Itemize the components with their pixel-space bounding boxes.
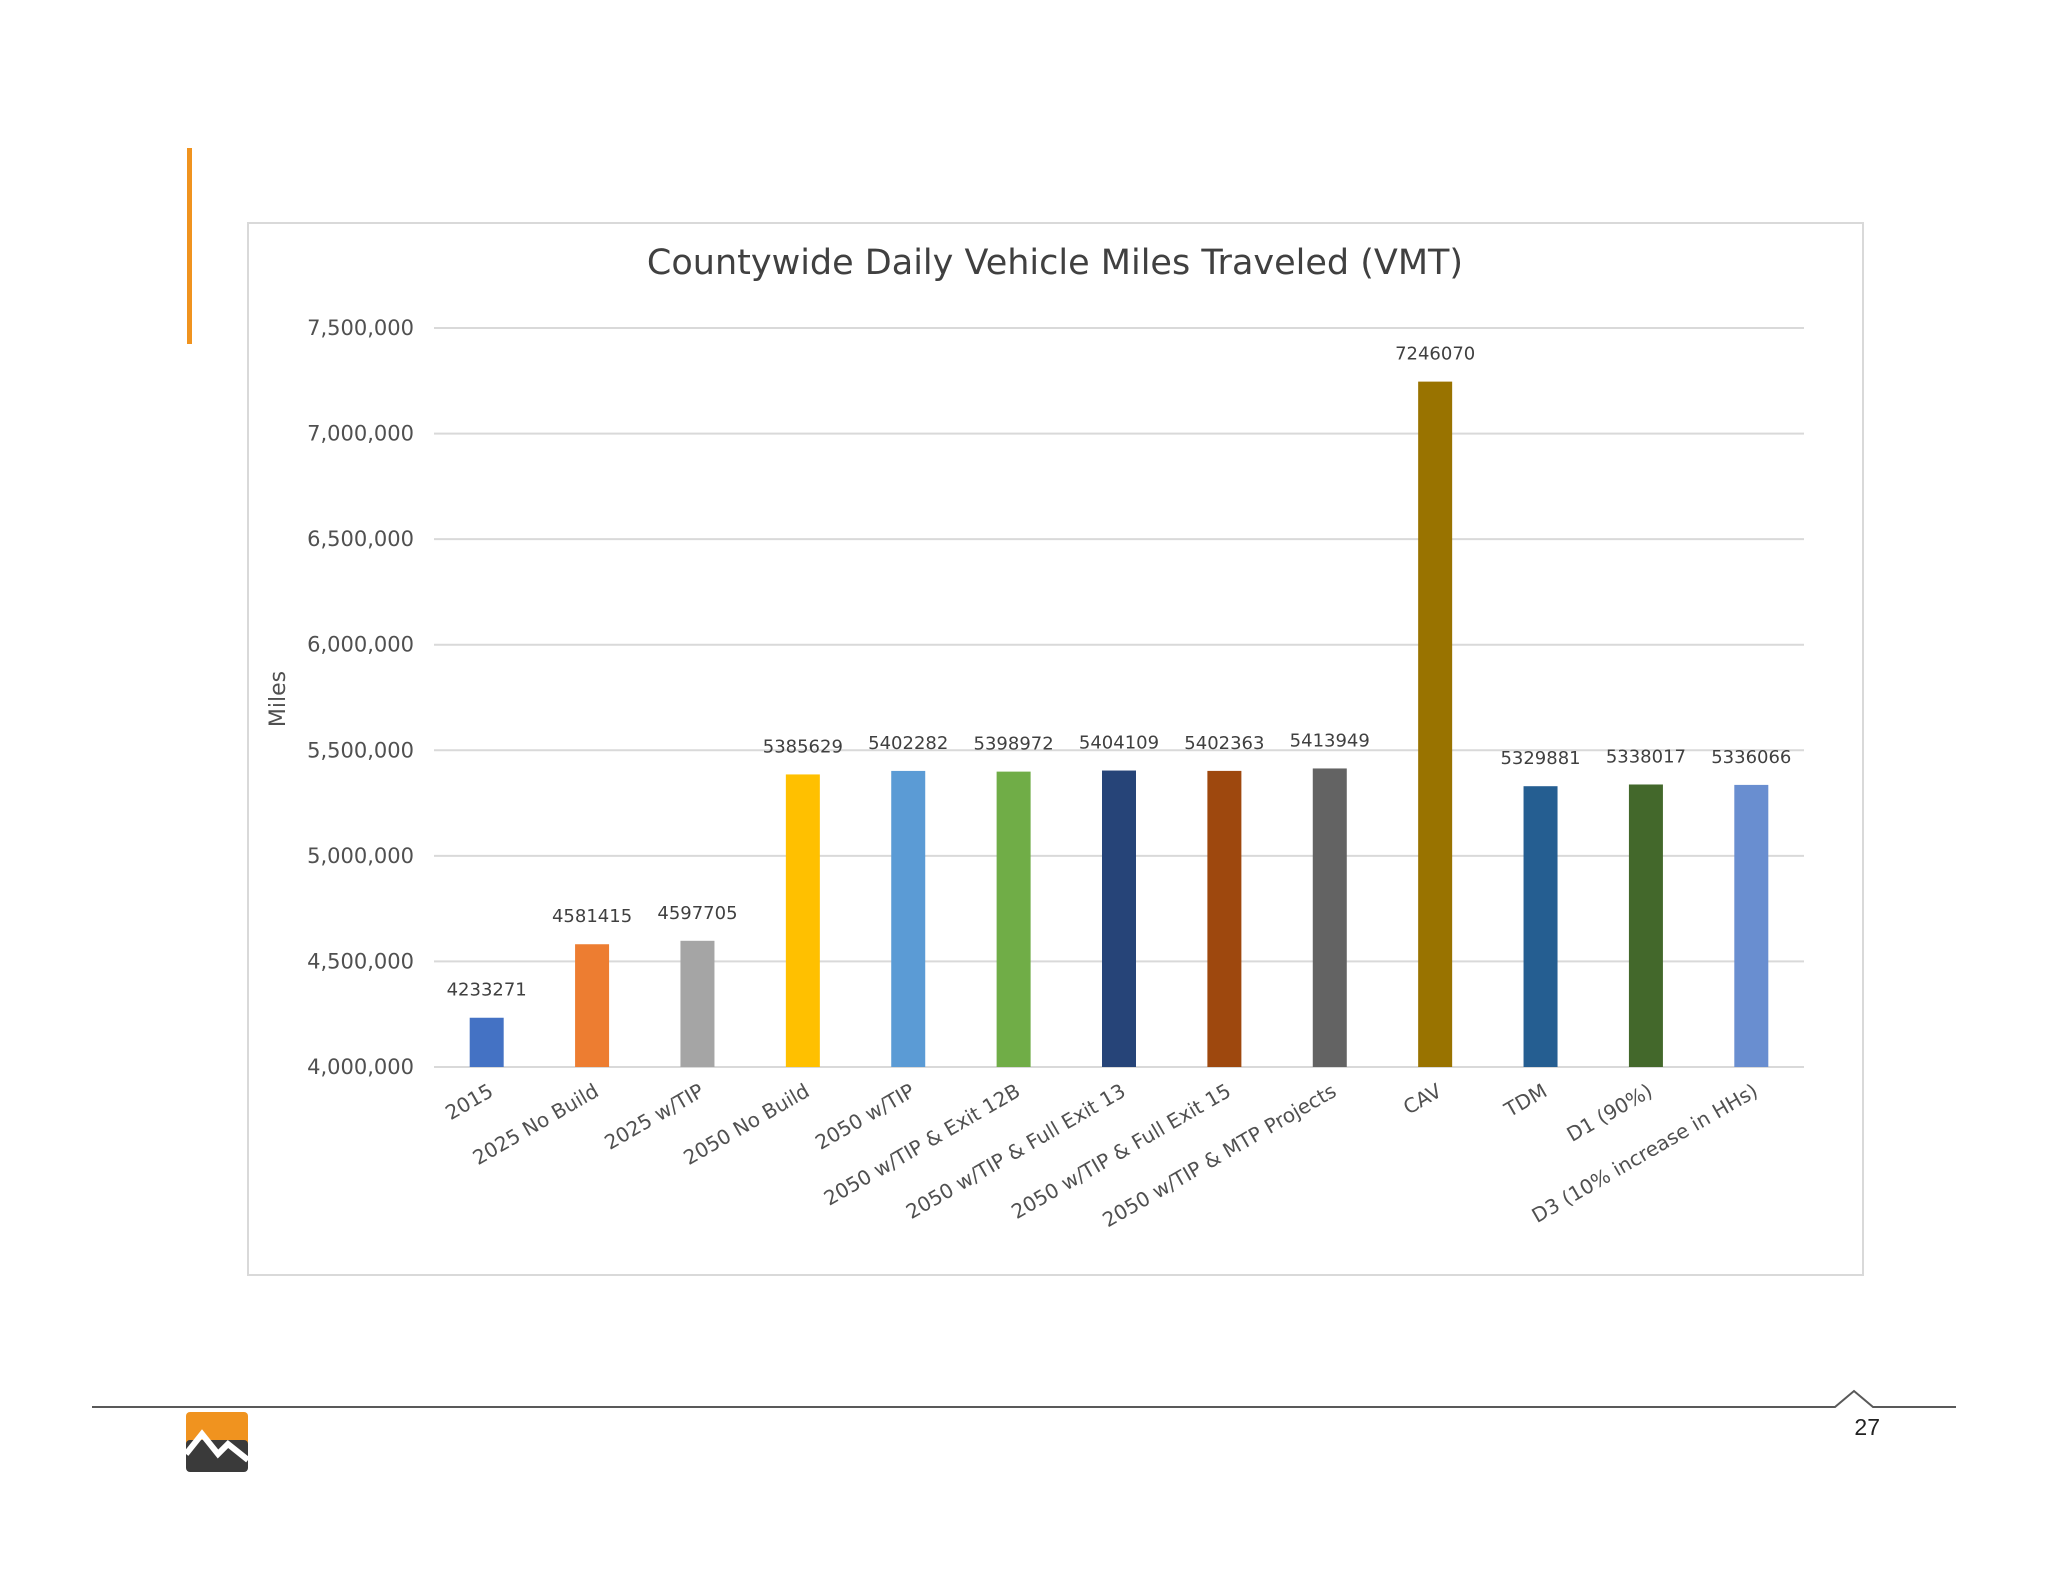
data-label: 4597705 — [657, 903, 737, 924]
y-tick-label: 6,500,000 — [307, 527, 414, 551]
data-label: 5402363 — [1184, 733, 1264, 754]
chart-title: Countywide Daily Vehicle Miles Traveled … — [647, 243, 1463, 283]
bars — [469, 381, 1769, 1068]
bar — [1523, 786, 1558, 1067]
bar — [1102, 770, 1136, 1067]
data-label: 5413949 — [1290, 730, 1370, 751]
bar — [891, 770, 926, 1067]
bar — [785, 774, 820, 1067]
y-tick-label: 4,000,000 — [307, 1055, 414, 1079]
bar — [575, 944, 610, 1067]
mountain-logo-icon — [183, 1410, 250, 1474]
x-tick-label: TDM — [1499, 1079, 1551, 1123]
y-tick-label: 7,000,000 — [307, 422, 414, 446]
data-label: 5404109 — [1079, 733, 1159, 754]
data-label: 5398972 — [974, 734, 1054, 755]
accent-bar — [187, 148, 192, 344]
vmt-bar-chart: Countywide Daily Vehicle Miles Traveled … — [266, 243, 1804, 1232]
bar — [1312, 768, 1347, 1067]
x-tick-label: CAV — [1399, 1078, 1446, 1119]
x-tick-label: 2015 — [441, 1079, 497, 1125]
y-tick-label: 5,500,000 — [307, 738, 414, 762]
y-tick-label: 7,500,000 — [307, 316, 414, 340]
data-label: 7246070 — [1395, 344, 1475, 365]
bar — [469, 1017, 504, 1067]
bar — [996, 771, 1031, 1067]
bar — [1628, 784, 1663, 1067]
y-tick-label: 4,500,000 — [307, 949, 414, 973]
data-label: 5336066 — [1711, 747, 1791, 768]
data-label: 5338017 — [1606, 746, 1686, 767]
footer-line — [92, 1389, 1956, 1408]
y-tick-label: 6,000,000 — [307, 633, 414, 657]
bar — [1734, 784, 1769, 1067]
y-axis-ticks: 4,000,000 4,500,000 5,000,000 5,500,000 6,00… — [307, 316, 414, 1079]
data-label: 4233271 — [447, 980, 527, 1001]
data-labels: 4233271 4581415 4597705 5385629 5402282 53989… — [447, 344, 1792, 1001]
data-label: 4581415 — [552, 906, 632, 927]
page-number: 27 — [1854, 1414, 1880, 1440]
chart-frame: Countywide Daily Vehicle Miles Traveled … — [247, 222, 1864, 1276]
bar — [680, 940, 715, 1067]
bar — [1418, 381, 1453, 1068]
bar — [1207, 770, 1242, 1067]
data-label: 5402282 — [868, 733, 948, 754]
y-axis-title: Miles — [266, 671, 291, 727]
y-tick-label: 5,000,000 — [307, 844, 414, 868]
x-tick-label: D1 (90%) — [1563, 1079, 1657, 1147]
data-label: 5329881 — [1500, 748, 1580, 769]
data-label: 5385629 — [763, 736, 843, 757]
